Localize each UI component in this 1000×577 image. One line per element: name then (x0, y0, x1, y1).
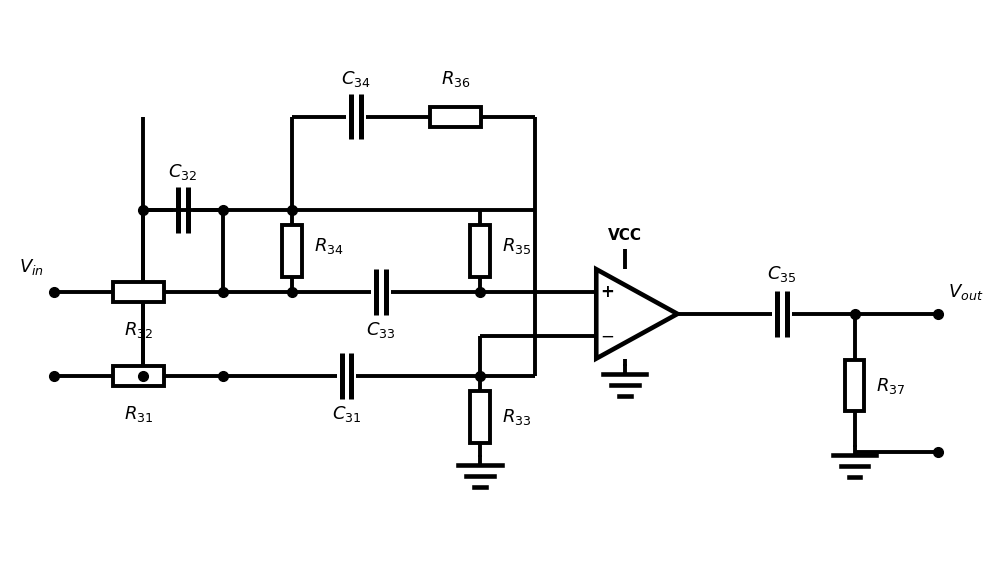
Text: $R_{31}$: $R_{31}$ (124, 404, 153, 424)
Bar (845, 360, 864, 411)
Bar (470, 225, 490, 276)
Bar (113, 282, 164, 302)
Text: $V_{in}$: $V_{in}$ (19, 257, 44, 277)
Text: $-$: $-$ (600, 327, 614, 345)
Text: $C_{34}$: $C_{34}$ (341, 69, 371, 89)
Text: $R_{36}$: $R_{36}$ (441, 69, 470, 89)
Text: $C_{32}$: $C_{32}$ (168, 162, 198, 182)
Text: VCC: VCC (608, 228, 642, 243)
Text: $R_{37}$: $R_{37}$ (876, 376, 906, 396)
Text: +: + (600, 283, 614, 301)
Text: $R_{35}$: $R_{35}$ (502, 236, 531, 256)
Bar (430, 107, 481, 126)
Text: $R_{33}$: $R_{33}$ (502, 407, 531, 427)
Text: $R_{32}$: $R_{32}$ (124, 320, 153, 340)
Text: $C_{35}$: $C_{35}$ (767, 264, 797, 284)
Text: $R_{34}$: $R_{34}$ (314, 236, 344, 256)
Bar (113, 366, 164, 386)
Bar (470, 391, 490, 443)
Text: $C_{31}$: $C_{31}$ (332, 404, 361, 424)
Text: $C_{33}$: $C_{33}$ (366, 320, 396, 340)
Bar (282, 225, 302, 276)
Text: $V_{out}$: $V_{out}$ (948, 282, 983, 302)
